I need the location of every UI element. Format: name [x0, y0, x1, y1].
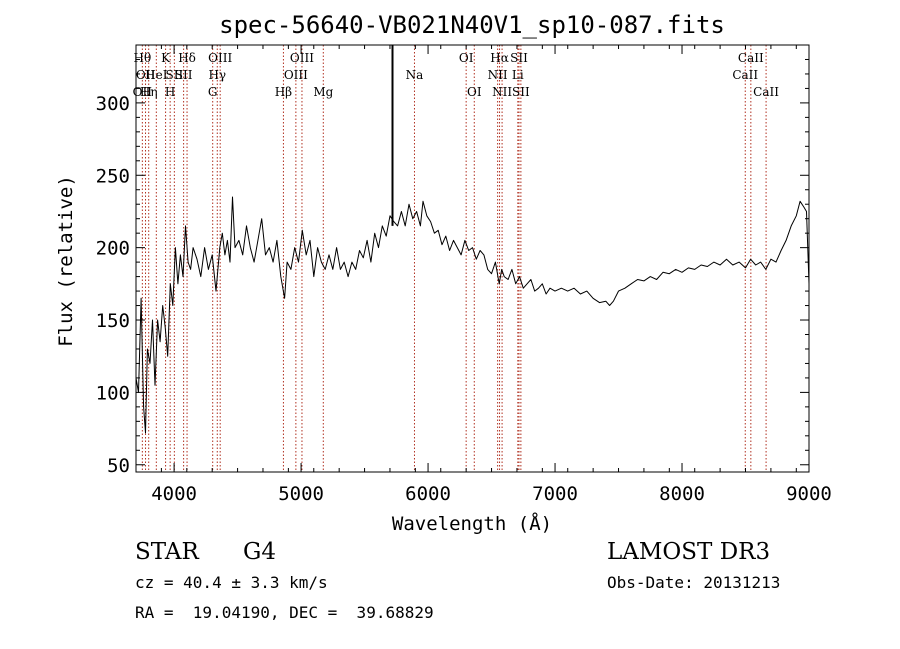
y-tick-label: 50 — [107, 455, 130, 477]
line-label: H — [165, 85, 175, 99]
x-tick-label: 9000 — [786, 483, 832, 505]
line-label: CaII — [738, 51, 764, 65]
line-label: OI — [459, 51, 474, 65]
y-tick-label: 150 — [96, 310, 130, 332]
line-label: OIII — [284, 68, 308, 82]
y-tick-label: 300 — [96, 93, 130, 115]
x-tick-label: 8000 — [659, 483, 705, 505]
line-label: Na — [406, 68, 424, 82]
line-label: Hα — [490, 51, 509, 65]
line-label: OII — [136, 68, 156, 82]
observation-date: Obs-Date: 20131213 — [607, 573, 781, 592]
line-label: OI — [467, 85, 482, 99]
y-axis-label: Flux (relative) — [55, 175, 77, 347]
x-tick-label: 5000 — [278, 483, 324, 505]
plot-frame — [135, 44, 810, 473]
x-axis-label: Wavelength (Å) — [392, 512, 552, 535]
line-label: OIII — [208, 51, 232, 65]
line-label: Hη — [140, 85, 158, 99]
axes: 4000 5000 6000 7000 8000 9000 50 100 150 200 250 30… — [96, 45, 832, 505]
line-label: SII — [512, 85, 530, 99]
spectrum-series — [135, 45, 810, 434]
line-label: NII — [488, 68, 508, 82]
spectrum-line — [135, 196, 810, 434]
y-tick-label: 100 — [96, 382, 130, 404]
line-label: OIII — [290, 51, 314, 65]
line-label: SII — [510, 51, 528, 65]
x-tick-label: 4000 — [151, 483, 197, 505]
line-label: Hγ — [208, 68, 226, 82]
line-label: Hθ — [133, 51, 151, 65]
line-label: SII — [175, 68, 193, 82]
x-tick-label: 7000 — [532, 483, 578, 505]
line-label: NII — [492, 85, 512, 99]
line-label: Hδ — [178, 51, 196, 65]
line-label: SII — [165, 68, 183, 82]
object-class: STAR — [135, 539, 199, 565]
survey-label: LAMOST DR3 — [607, 539, 771, 565]
object-subclass: G4 — [243, 539, 277, 565]
line-label: K — [161, 51, 171, 65]
coordinates-readout: RA = 19.04190, DEC = 39.68829 — [135, 603, 434, 622]
chart-title: spec-56640-VB021N40V1_sp10-087.fits — [219, 11, 725, 39]
line-label: Li — [512, 68, 524, 82]
line-label: CaII — [732, 68, 758, 82]
line-label: CaII — [753, 85, 779, 99]
y-tick-label: 250 — [96, 165, 130, 187]
spectral-line-markers — [141, 45, 767, 472]
line-label: G — [208, 85, 218, 99]
redshift-readout: cz = 40.4 ± 3.3 km/s — [135, 573, 328, 592]
y-tick-label: 200 — [96, 238, 130, 260]
line-label: Hβ — [275, 85, 292, 99]
line-label: HeI — [145, 68, 168, 82]
x-tick-label: 6000 — [405, 483, 451, 505]
line-label: Mg — [313, 85, 333, 99]
spectral-line-labels: HθOIIOIIHηHeIKHSIISIIHδGHγOIIIHβOIIIOIII… — [133, 51, 780, 99]
